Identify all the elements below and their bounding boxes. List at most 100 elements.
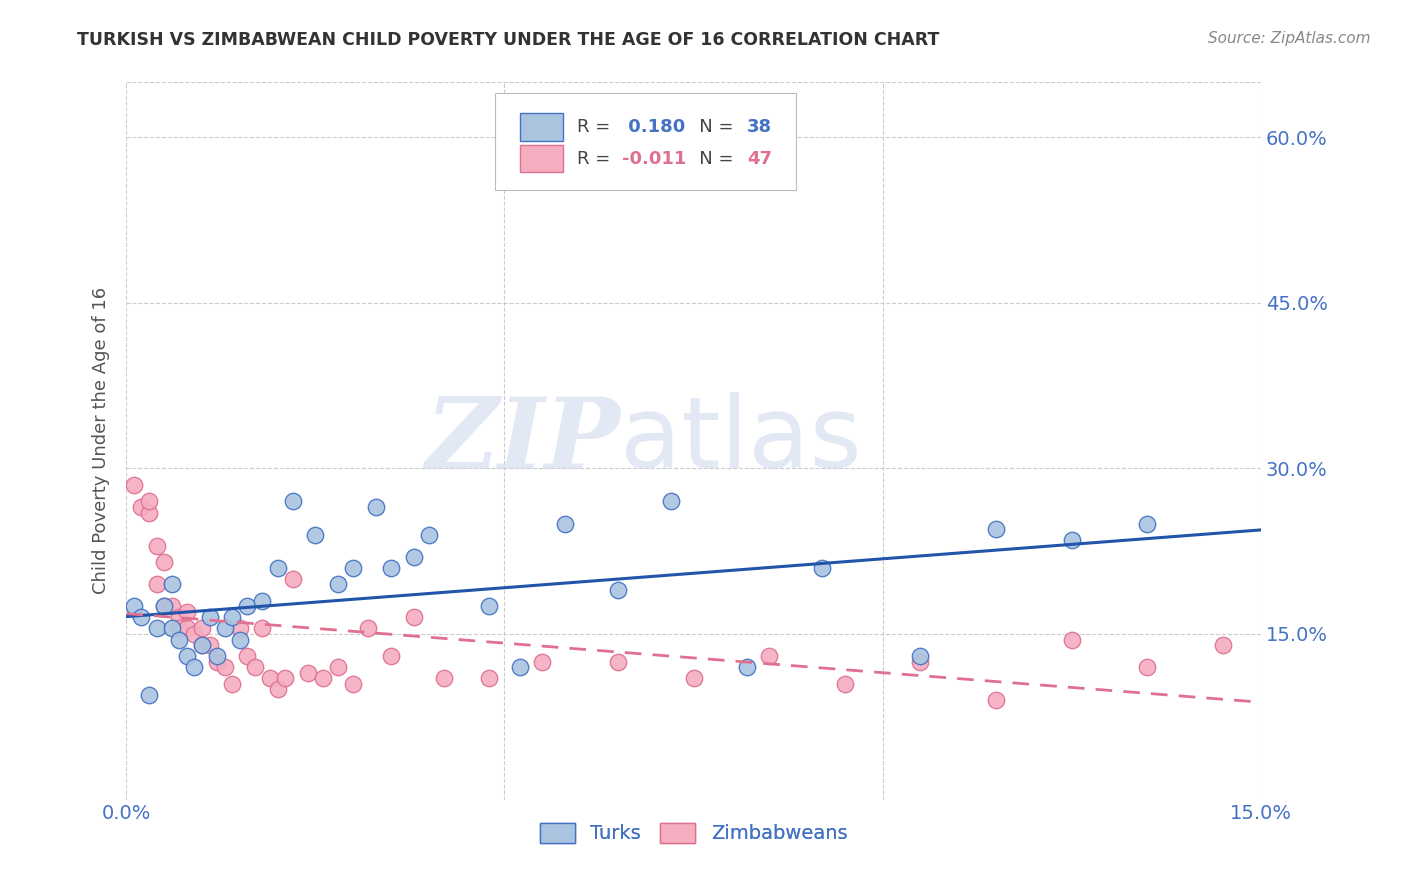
Point	[236, 649, 259, 664]
Point	[176, 605, 198, 619]
Point	[167, 610, 190, 624]
Point	[274, 671, 297, 685]
Point	[758, 649, 780, 664]
Point	[205, 649, 228, 664]
Point	[433, 671, 456, 685]
Text: R =: R =	[576, 150, 616, 168]
Point	[478, 671, 501, 685]
Point	[342, 560, 364, 574]
Point	[229, 622, 252, 636]
Point	[326, 660, 349, 674]
Point	[221, 676, 243, 690]
Point	[236, 599, 259, 614]
Point	[364, 500, 387, 514]
Text: -0.011: -0.011	[621, 150, 686, 168]
Text: atlas: atlas	[620, 392, 862, 489]
Point	[167, 632, 190, 647]
Point	[252, 594, 274, 608]
Point	[191, 622, 214, 636]
Point	[198, 610, 221, 624]
Point	[1060, 632, 1083, 647]
Point	[607, 655, 630, 669]
Point	[380, 649, 402, 664]
Point	[176, 622, 198, 636]
Point	[191, 638, 214, 652]
Point	[402, 549, 425, 564]
Point	[380, 560, 402, 574]
Text: 38: 38	[747, 118, 772, 136]
Point	[214, 622, 236, 636]
Point	[554, 516, 576, 531]
Point	[176, 649, 198, 664]
Point	[910, 655, 932, 669]
Point	[183, 660, 205, 674]
Point	[297, 665, 319, 680]
Point	[229, 632, 252, 647]
Point	[659, 494, 682, 508]
Point	[138, 688, 160, 702]
Text: ZIP: ZIP	[425, 392, 620, 489]
Legend: Turks, Zimbabweans: Turks, Zimbabweans	[531, 814, 855, 851]
Text: R =: R =	[576, 118, 616, 136]
Text: N =: N =	[682, 118, 740, 136]
Point	[160, 622, 183, 636]
Point	[160, 599, 183, 614]
Point	[214, 660, 236, 674]
Point	[153, 555, 176, 569]
Point	[138, 506, 160, 520]
Point	[243, 660, 266, 674]
Point	[402, 610, 425, 624]
Point	[607, 582, 630, 597]
Text: 0.180: 0.180	[621, 118, 685, 136]
Point	[834, 676, 856, 690]
Point	[910, 649, 932, 664]
Point	[984, 693, 1007, 707]
Point	[145, 577, 167, 591]
Point	[281, 572, 304, 586]
Point	[266, 682, 288, 697]
Point	[252, 622, 274, 636]
Point	[131, 500, 153, 514]
Point	[682, 671, 704, 685]
Point	[1136, 516, 1159, 531]
Point	[531, 655, 554, 669]
Point	[735, 660, 758, 674]
Point	[131, 610, 153, 624]
Point	[342, 676, 364, 690]
Point	[304, 527, 326, 541]
Point	[183, 627, 205, 641]
FancyBboxPatch shape	[495, 93, 796, 190]
Text: 47: 47	[747, 150, 772, 168]
FancyBboxPatch shape	[520, 145, 564, 172]
Point	[160, 577, 183, 591]
Point	[145, 622, 167, 636]
Text: N =: N =	[682, 150, 740, 168]
Point	[984, 522, 1007, 536]
Y-axis label: Child Poverty Under the Age of 16: Child Poverty Under the Age of 16	[93, 287, 110, 594]
Point	[281, 494, 304, 508]
Point	[1060, 533, 1083, 548]
Point	[167, 622, 190, 636]
Point	[259, 671, 281, 685]
Point	[153, 599, 176, 614]
FancyBboxPatch shape	[520, 113, 564, 141]
Point	[138, 494, 160, 508]
Point	[266, 560, 288, 574]
Point	[122, 478, 145, 492]
Point	[478, 599, 501, 614]
Point	[509, 660, 531, 674]
Point	[205, 655, 228, 669]
Point	[153, 599, 176, 614]
Point	[122, 599, 145, 614]
Point	[312, 671, 335, 685]
Point	[326, 577, 349, 591]
Point	[1212, 638, 1234, 652]
Text: TURKISH VS ZIMBABWEAN CHILD POVERTY UNDER THE AGE OF 16 CORRELATION CHART: TURKISH VS ZIMBABWEAN CHILD POVERTY UNDE…	[77, 31, 939, 49]
Point	[145, 539, 167, 553]
Point	[418, 527, 440, 541]
Point	[191, 638, 214, 652]
Point	[1136, 660, 1159, 674]
Point	[811, 560, 834, 574]
Point	[198, 638, 221, 652]
Text: Source: ZipAtlas.com: Source: ZipAtlas.com	[1208, 31, 1371, 46]
